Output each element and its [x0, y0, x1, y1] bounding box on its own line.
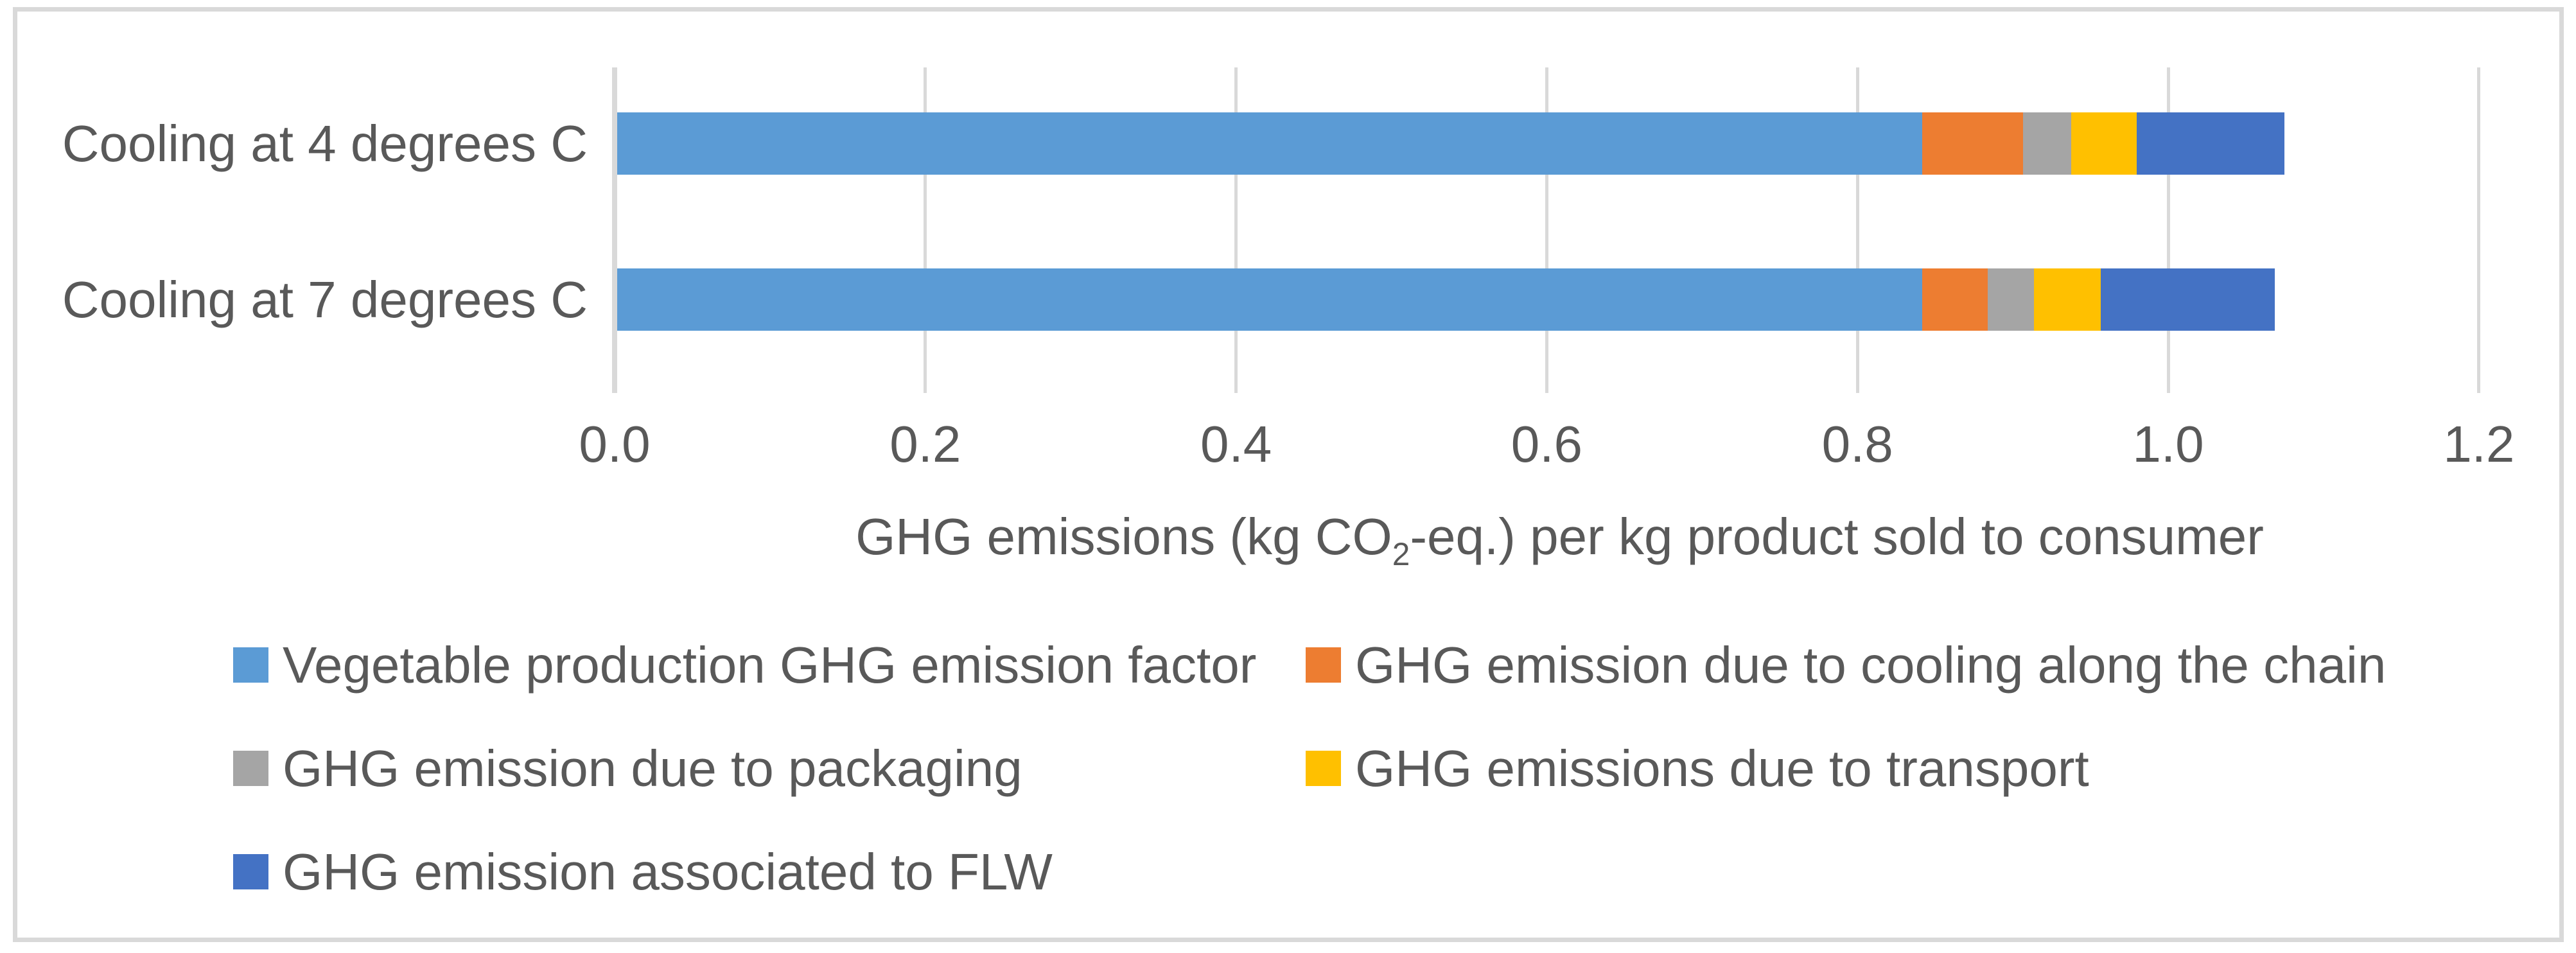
legend-swatch	[233, 647, 268, 683]
legend-label: GHG emission due to cooling along the ch…	[1355, 636, 2387, 694]
category-label: Cooling at 7 degrees C	[62, 270, 588, 328]
gridlines-layer	[17, 12, 2559, 938]
legend-label: GHG emission associated to FLW	[283, 843, 1053, 900]
bar-segment	[2034, 268, 2101, 331]
bar-segment	[2023, 112, 2072, 175]
category-label: Cooling at 4 degrees C	[62, 114, 588, 172]
gridline	[1545, 67, 1548, 393]
x-tick-label: 0.4	[1200, 415, 1272, 473]
legend-label: GHG emissions due to transport	[1355, 739, 2089, 797]
legend-swatch	[1306, 647, 1341, 683]
x-tick-label: 1.0	[2132, 415, 2204, 473]
legend-swatch	[1306, 751, 1341, 786]
bar-segment	[2101, 268, 2275, 331]
chart-border-frame: Cooling at 4 degrees C Cooling at 7 degre…	[13, 7, 2564, 942]
gridline	[1855, 67, 1859, 393]
bars-layer	[17, 12, 2559, 938]
x-axis-title-text-suffix: -eq.) per kg product sold to consumer	[1410, 508, 2264, 565]
bar-segment	[1922, 112, 2024, 175]
value-axis-line	[612, 67, 617, 393]
x-axis-title-subscript: 2	[1392, 536, 1410, 572]
category-axis-labels: Cooling at 4 degrees C Cooling at 7 degre…	[17, 12, 2559, 938]
x-axis-tick-labels: 0.0 0.2 0.4 0.6 0.8 1.0 1.2	[17, 12, 2559, 938]
bar-segment	[2136, 112, 2284, 175]
x-tick-label: 0.8	[1821, 415, 1893, 473]
x-axis-title-text: GHG emissions (kg CO	[855, 508, 1392, 565]
legend: Vegetable production GHG emission factor…	[17, 12, 2559, 938]
legend-label: GHG emission due to packaging	[283, 739, 1022, 797]
x-axis-title: GHG emissions (kg CO2-eq.) per kg produc…	[627, 506, 2492, 570]
legend-swatch	[233, 751, 268, 786]
x-tick-label: 1.2	[2443, 415, 2515, 473]
gridline	[1234, 67, 1238, 393]
x-tick-label: 0.6	[1511, 415, 1582, 473]
gridline	[2166, 67, 2170, 393]
x-tick-label: 0.2	[889, 415, 961, 473]
bar-segment	[617, 112, 1922, 175]
bar-segment	[1987, 268, 2035, 331]
gridline	[2477, 67, 2481, 393]
legend-label: Vegetable production GHG emission factor	[283, 636, 1257, 694]
gridline	[924, 67, 927, 393]
bar-segment	[1922, 268, 1988, 331]
x-tick-label: 0.0	[579, 415, 651, 473]
legend-swatch	[233, 854, 268, 889]
bar-segment	[2071, 112, 2137, 175]
bar-segment	[617, 268, 1922, 331]
